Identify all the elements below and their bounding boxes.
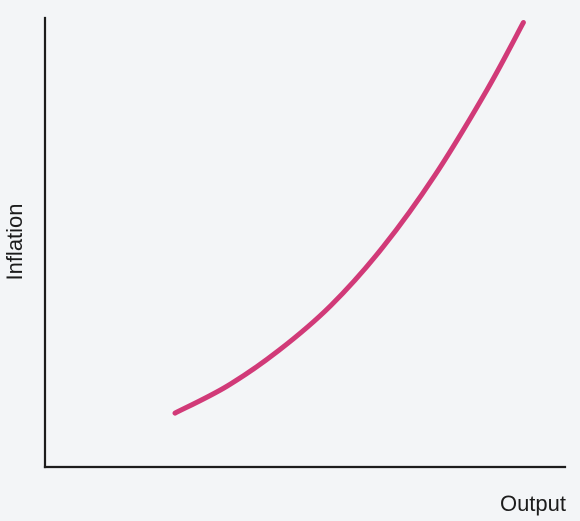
inflation-output-curve bbox=[172, 19, 526, 416]
data-points bbox=[175, 22, 524, 413]
y-axis-label: Inflation bbox=[2, 203, 27, 280]
x-axis-label: Output bbox=[500, 491, 566, 516]
